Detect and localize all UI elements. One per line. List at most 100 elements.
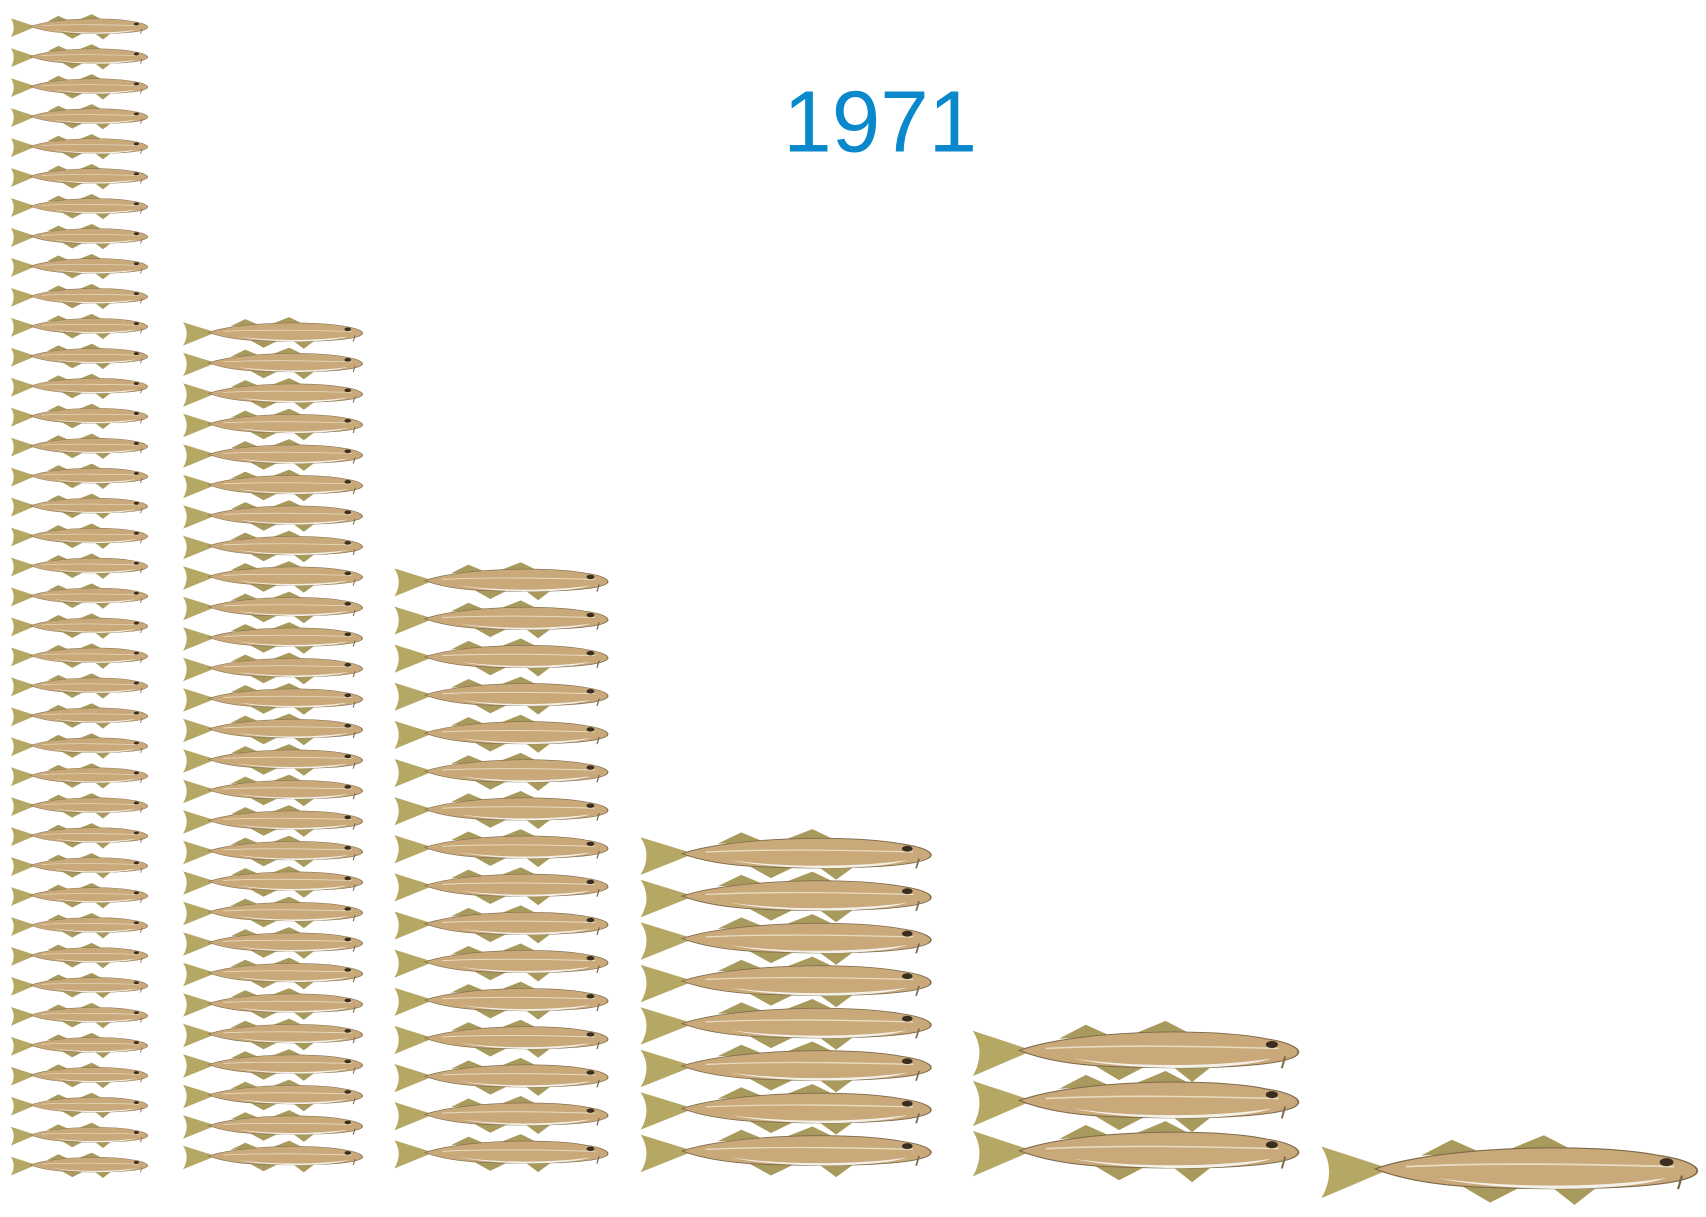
fish-icon (394, 753, 608, 791)
fish-icon (11, 763, 148, 788)
fish-icon (183, 836, 362, 868)
fish-icon (183, 348, 362, 380)
fish-icon (641, 957, 931, 1008)
fish-icon (183, 927, 362, 959)
fish-stack (1321, 1135, 1697, 1205)
fish-icon (183, 1110, 362, 1142)
fish-stack (973, 1021, 1299, 1182)
fish-icon (394, 829, 608, 867)
fish-icon (641, 872, 931, 923)
fish-icon (183, 714, 362, 746)
fish-icon (394, 715, 608, 753)
fish-stack (11, 14, 148, 1178)
fish-icon (183, 531, 362, 563)
fish-icon (1321, 1135, 1697, 1205)
fish-icon (394, 905, 608, 943)
fish-icon (11, 254, 148, 279)
fish-icon (183, 805, 362, 837)
fish-icon (183, 470, 362, 502)
fish-icon (11, 74, 148, 99)
fish-icon (11, 913, 148, 938)
fish-icon (11, 823, 148, 848)
fish-icon (394, 638, 608, 676)
fish-icon (11, 1063, 148, 1088)
fish-icon (183, 500, 362, 532)
fish-icon (11, 464, 148, 489)
fish-icon (11, 374, 148, 399)
fish-icon (641, 829, 931, 880)
fish-icon (394, 1134, 608, 1172)
fish-icon (11, 583, 148, 608)
fish-icon (11, 224, 148, 249)
fish-icon (394, 867, 608, 905)
fish-icon (11, 853, 148, 878)
fish-icon (11, 1123, 148, 1148)
fish-icon (11, 524, 148, 549)
fish-icon (11, 1153, 148, 1178)
chart-title: 1971 (783, 74, 977, 171)
fish-icon (394, 600, 608, 638)
fish-icon (973, 1121, 1299, 1182)
fish-icon (641, 914, 931, 965)
fish-icon (11, 883, 148, 908)
fish-icon (11, 44, 148, 69)
fish-icon (183, 561, 362, 593)
fish-icon (183, 1141, 362, 1173)
fish-icon (11, 703, 148, 728)
fish-icon (183, 744, 362, 776)
fish-icon (394, 1096, 608, 1134)
fish-icon (183, 866, 362, 898)
fish-icon (11, 643, 148, 668)
fish-icon (11, 14, 148, 39)
chart: 1971 (0, 0, 1706, 1217)
fish-icon (394, 677, 608, 715)
fish-icon (394, 982, 608, 1020)
fish-icon (11, 673, 148, 698)
fish-icon (183, 897, 362, 929)
fish-icon (641, 1042, 931, 1093)
fish-icon (11, 404, 148, 429)
fish-icon (11, 344, 148, 369)
fish-icon (11, 1093, 148, 1118)
fish-icon (11, 284, 148, 309)
fish-icon (11, 104, 148, 129)
fish-icon (183, 958, 362, 990)
fish-icon (183, 439, 362, 471)
fish-stack (183, 317, 362, 1172)
fish-icon (394, 1020, 608, 1058)
fish-icon (11, 1003, 148, 1028)
fish-icon (11, 164, 148, 189)
fish-icon (183, 592, 362, 624)
fish-icon (183, 1080, 362, 1112)
fish-icon (394, 1058, 608, 1096)
fish-icon (11, 434, 148, 459)
fish-icon (11, 793, 148, 818)
fish-icon (11, 314, 148, 339)
fish-icon (394, 562, 608, 600)
fish-stack (394, 562, 608, 1172)
fish-stack (641, 829, 931, 1177)
fish-icon (973, 1071, 1299, 1132)
fish-icon (183, 378, 362, 410)
fish-icon (394, 791, 608, 829)
fish-icon (183, 653, 362, 685)
fish-icon (11, 613, 148, 638)
fish-icon (183, 409, 362, 441)
fish-icon (394, 943, 608, 981)
fish-icon (183, 317, 362, 349)
fish-icon (641, 1127, 931, 1178)
fish-icon (641, 1084, 931, 1135)
fish-icon (183, 622, 362, 654)
fish-icon (11, 733, 148, 758)
fish-icon (11, 973, 148, 998)
fish-icon (183, 1019, 362, 1051)
fish-icon (11, 494, 148, 519)
fish-icon (973, 1021, 1299, 1082)
fish-icon (183, 1049, 362, 1081)
fish-icon (641, 999, 931, 1050)
fish-icon (11, 134, 148, 159)
fish-icon (11, 553, 148, 578)
fish-icon (11, 194, 148, 219)
fish-icon (183, 988, 362, 1020)
fish-icon (11, 1033, 148, 1058)
